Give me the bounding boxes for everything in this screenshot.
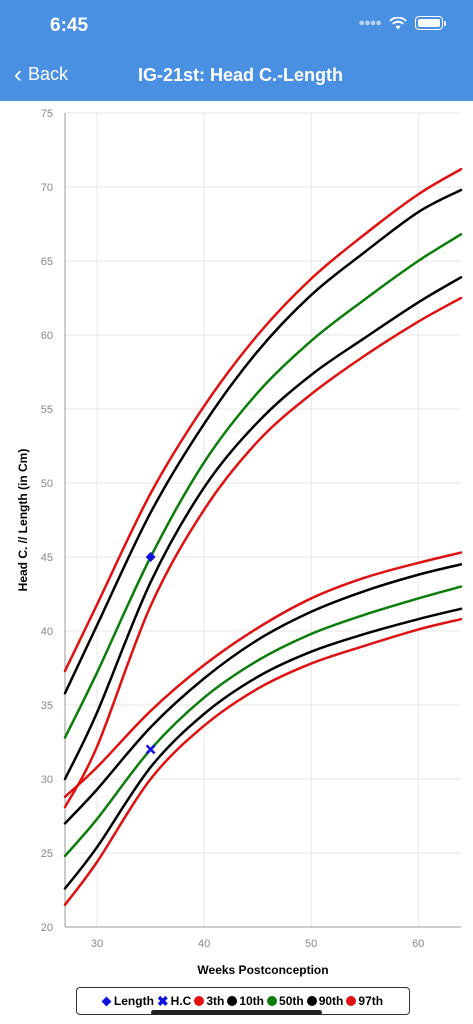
y-tick-label: 60 [41, 330, 53, 342]
series-line-hc-50th [63, 585, 463, 858]
chart-svg: 20 25 30 35 40 45 50 55 60 65 70 75 30 40 50 60 Weeks Po… [16, 108, 463, 977]
y-tick-label: 30 [41, 774, 53, 786]
legend-label: H.C [170, 994, 192, 1008]
series-line-hc-90th [63, 563, 463, 825]
dot-icon [346, 996, 357, 1006]
dot-icon [194, 996, 205, 1006]
x-tick-label: 30 [91, 938, 103, 950]
legend-label: 90th [318, 994, 344, 1008]
legend-item: 97th [346, 994, 383, 1008]
series-line-length-3th [63, 296, 463, 809]
legend-item: Length [101, 994, 154, 1008]
dot-icon [227, 996, 238, 1006]
legend-item: 10th [227, 994, 264, 1008]
growth-chart: 20 25 30 35 40 45 50 55 60 65 70 75 30 40 50 60 Weeks Po… [0, 101, 473, 981]
dot-icon [306, 996, 317, 1006]
cellular-signal-icon: ●●●● [358, 17, 382, 29]
y-tick-label: 65 [41, 256, 53, 268]
series-line-length-90th [63, 188, 463, 695]
chevron-left-icon: ‹ [14, 60, 22, 88]
legend-label: 3th [206, 994, 225, 1008]
data-point-length [145, 552, 156, 562]
home-indicator [151, 1010, 322, 1015]
series-line-length-50th [63, 233, 463, 739]
x-tick-label: 50 [305, 938, 317, 950]
y-tick-label: 25 [41, 848, 53, 860]
legend-item: 50th [267, 994, 304, 1008]
x-mark-icon: ✖ [156, 993, 169, 1009]
series-line-length-10th [63, 276, 463, 781]
series-line-length-97th [63, 167, 463, 673]
data-point-hc [145, 744, 156, 755]
y-tick-label: 40 [41, 626, 53, 638]
legend-label: Length [113, 994, 154, 1008]
battery-icon [415, 16, 446, 30]
back-button[interactable]: ‹ Back [14, 60, 69, 88]
series-line-hc-97th [63, 551, 463, 799]
nav-header: 6:45 ●●●● ‹ Back IG-21st: Head C.-Length [0, 0, 473, 101]
page-title: IG-21st: Head C.-Length [137, 65, 343, 85]
x-tick-label: 60 [412, 938, 424, 950]
legend-item: ✖ H.C [157, 994, 191, 1008]
legend-label: 50th [279, 994, 304, 1008]
y-tick-label: 35 [41, 700, 53, 712]
y-tick-label: 75 [41, 108, 53, 120]
legend-item: 3th [194, 994, 224, 1008]
y-tick-label: 20 [41, 922, 53, 934]
series-line-hc-3th [63, 617, 463, 907]
series-line-hc-10th [63, 607, 463, 890]
dot-icon [267, 996, 278, 1006]
back-label: Back [28, 64, 69, 84]
diamond-icon [101, 996, 112, 1006]
y-tick-label: 45 [41, 552, 53, 564]
legend-item: 90th [306, 994, 344, 1008]
x-axis-label: Weeks Postconception [197, 963, 328, 977]
status-time: 6:45 [50, 15, 89, 36]
y-tick-label: 50 [41, 478, 53, 490]
status-icons: ●●●● [358, 16, 446, 30]
wifi-icon [389, 16, 407, 29]
legend-label: 10th [239, 994, 265, 1008]
x-tick-label: 40 [198, 938, 210, 950]
y-tick-label: 70 [41, 182, 53, 194]
y-axis-label: Head C. // Length (in Cm) [16, 449, 30, 592]
legend-label: 97th [358, 994, 384, 1008]
y-tick-label: 55 [41, 404, 53, 416]
